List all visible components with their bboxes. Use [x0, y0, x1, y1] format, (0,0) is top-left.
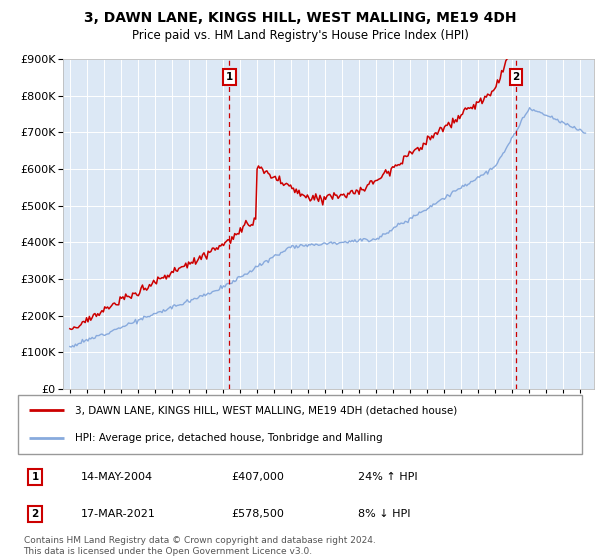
Text: 1: 1 [31, 472, 38, 482]
FancyBboxPatch shape [18, 395, 582, 454]
Text: £407,000: £407,000 [231, 472, 284, 482]
Text: 3, DAWN LANE, KINGS HILL, WEST MALLING, ME19 4DH: 3, DAWN LANE, KINGS HILL, WEST MALLING, … [84, 11, 516, 25]
Text: 14-MAY-2004: 14-MAY-2004 [81, 472, 153, 482]
Text: 1: 1 [226, 72, 233, 82]
Text: 2: 2 [512, 72, 520, 82]
Text: 2: 2 [31, 510, 38, 519]
Text: 24% ↑ HPI: 24% ↑ HPI [358, 472, 417, 482]
Text: HPI: Average price, detached house, Tonbridge and Malling: HPI: Average price, detached house, Tonb… [76, 433, 383, 444]
Text: 3, DAWN LANE, KINGS HILL, WEST MALLING, ME19 4DH (detached house): 3, DAWN LANE, KINGS HILL, WEST MALLING, … [76, 405, 458, 415]
Text: Contains HM Land Registry data © Crown copyright and database right 2024.
This d: Contains HM Land Registry data © Crown c… [23, 536, 375, 556]
Text: £578,500: £578,500 [231, 510, 284, 519]
Text: 17-MAR-2021: 17-MAR-2021 [81, 510, 156, 519]
Text: Price paid vs. HM Land Registry's House Price Index (HPI): Price paid vs. HM Land Registry's House … [131, 29, 469, 43]
Text: 8% ↓ HPI: 8% ↓ HPI [358, 510, 410, 519]
